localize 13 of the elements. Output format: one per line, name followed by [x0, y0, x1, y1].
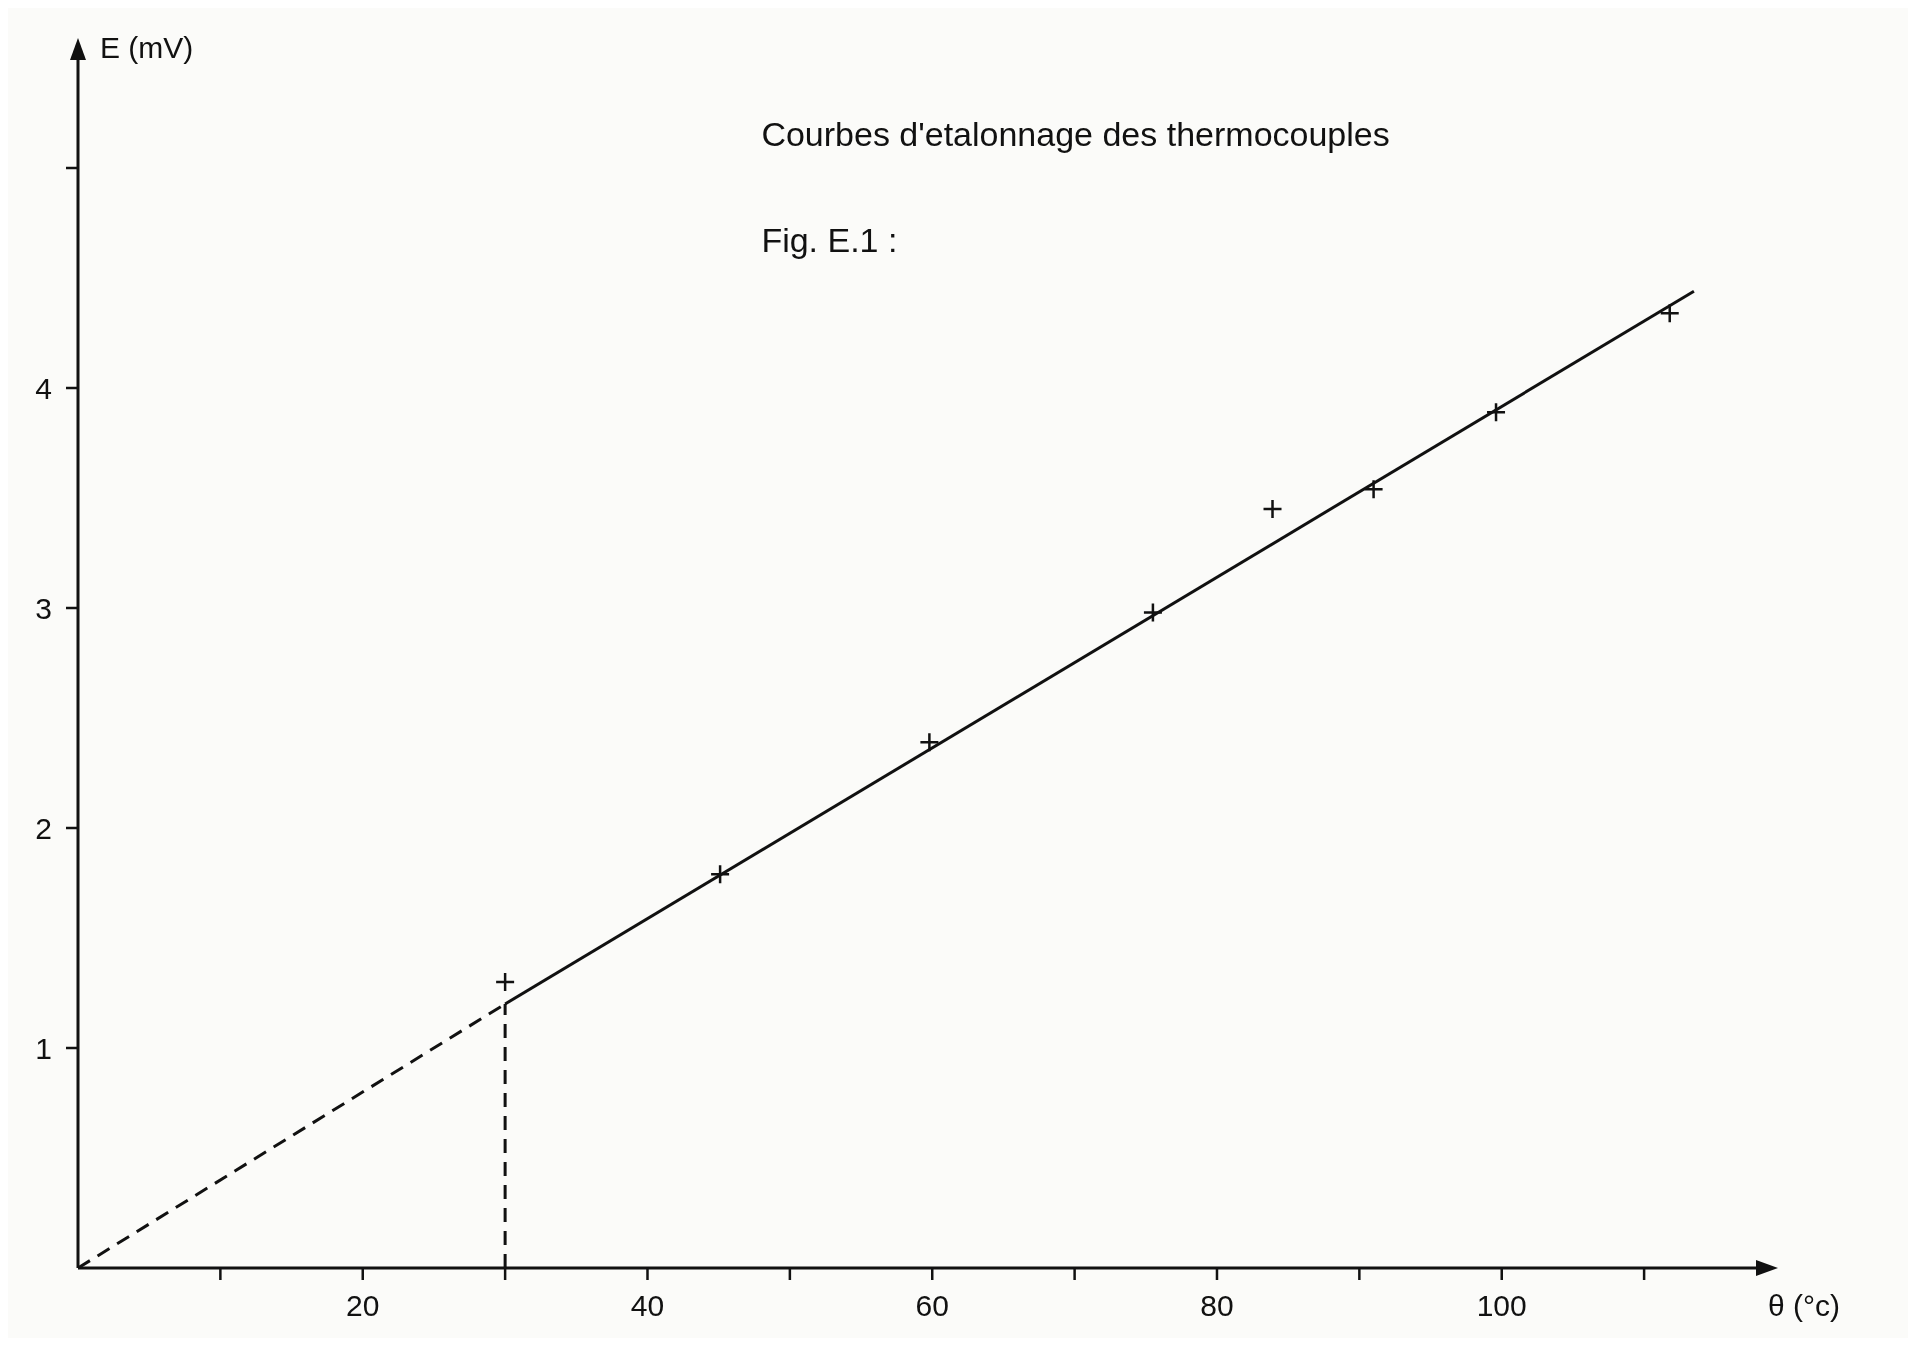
y-tick-label: 3	[35, 592, 52, 625]
x-tick-label: 40	[630, 1289, 665, 1322]
x-tick-label: 60	[915, 1289, 949, 1322]
y-tick-label: 2	[35, 812, 52, 845]
y-axis-title: E (mV)	[100, 31, 194, 64]
text: Fig. E.1 :	[761, 220, 898, 259]
x-tick-label: 20	[346, 1289, 380, 1322]
y-tick-label: 4	[35, 372, 52, 405]
x-axis-title: θ (°c)	[1768, 1289, 1840, 1322]
text: Courbes d'etalonnage des thermocouples	[761, 115, 1390, 153]
x-tick-label: 80	[1200, 1289, 1234, 1322]
y-tick-label: 1	[35, 1032, 52, 1065]
x-tick-label: 100	[1476, 1289, 1527, 1322]
